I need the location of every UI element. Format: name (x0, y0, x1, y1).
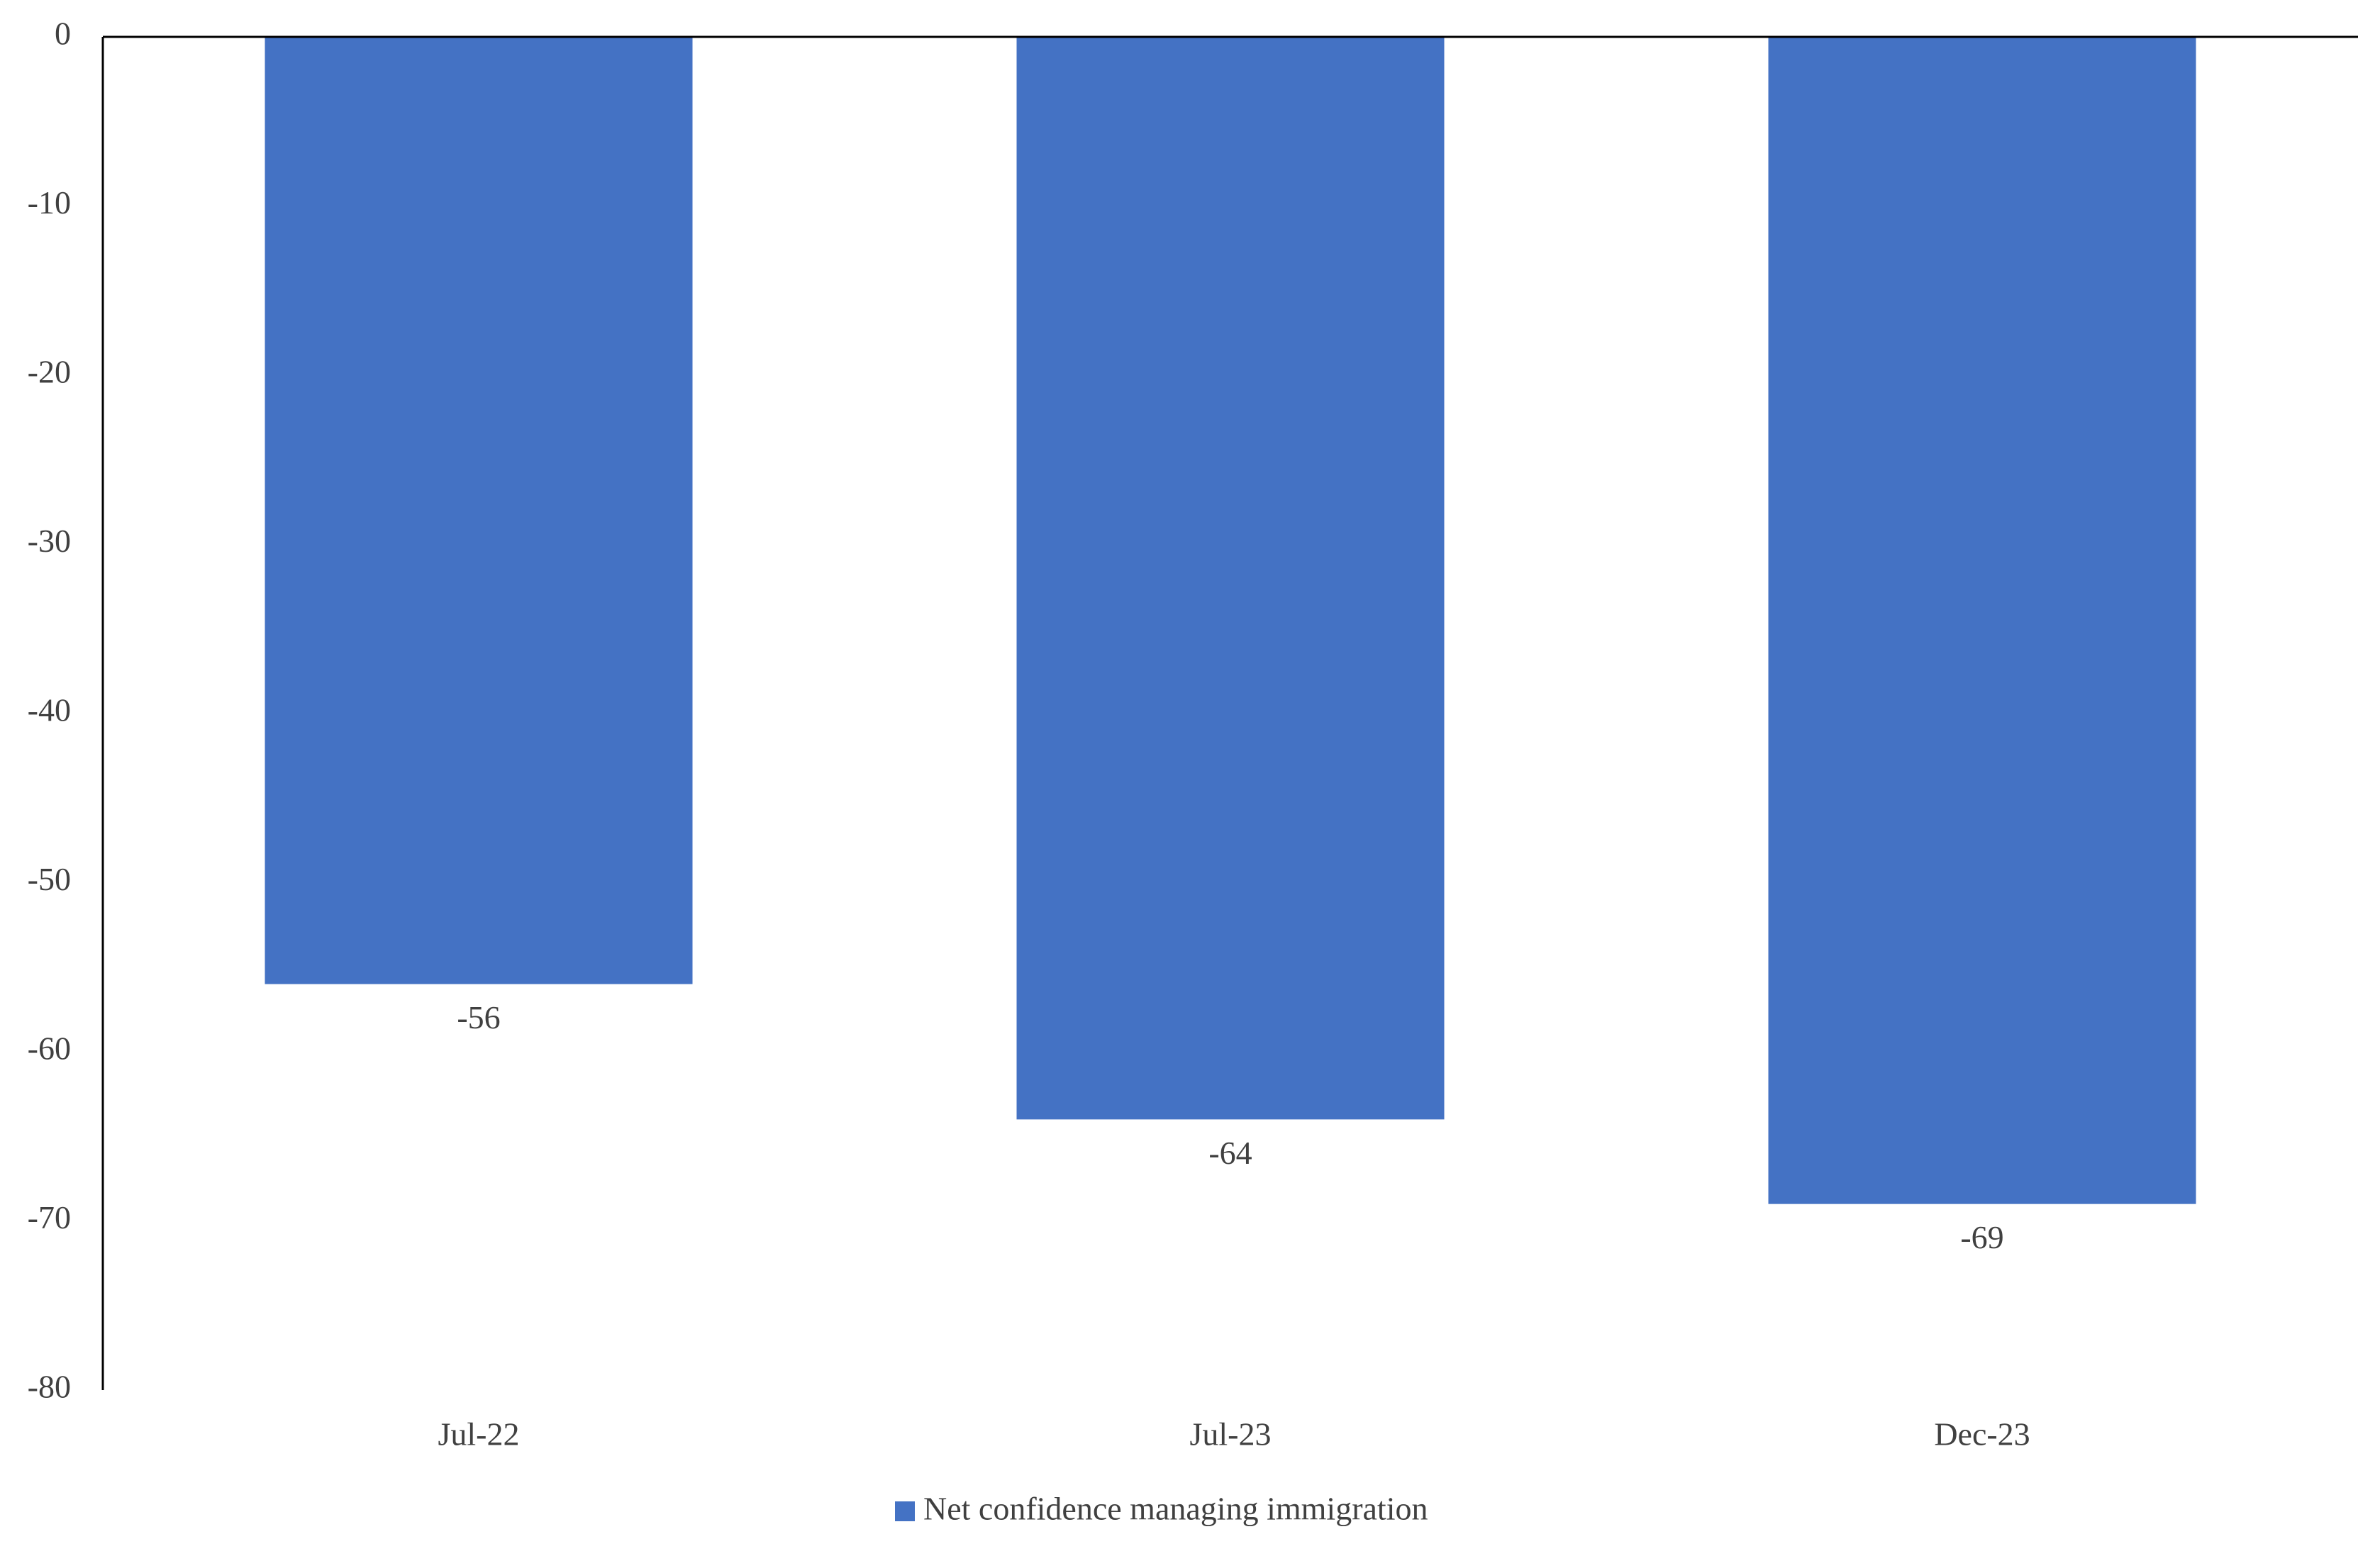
bar-dec-23 (1768, 37, 2196, 1204)
y-tick-label: 0 (55, 16, 71, 52)
y-tick-label: -10 (28, 184, 71, 221)
data-labels-group: -56 -64 -69 (457, 999, 2003, 1255)
y-tick-label: -60 (28, 1030, 71, 1067)
legend: Net confidence managing immigration (895, 1491, 1428, 1527)
bar-jul-23 (1016, 37, 1445, 1120)
y-tick-label: -40 (28, 692, 71, 728)
x-tick-label: Jul-22 (438, 1416, 520, 1452)
data-label: -69 (1960, 1219, 2003, 1255)
data-label: -64 (1208, 1135, 1252, 1171)
data-label: -56 (457, 999, 500, 1035)
bars-group (265, 37, 2196, 1204)
x-axis-labels: Jul-22 Jul-23 Dec-23 (438, 1416, 2030, 1452)
y-axis-ticks: 0 -10 -20 -30 -40 -50 -60 -70 -80 (28, 16, 71, 1405)
legend-swatch (895, 1501, 915, 1521)
y-tick-label: -80 (28, 1369, 71, 1405)
y-tick-label: -50 (28, 861, 71, 897)
y-tick-label: -20 (28, 354, 71, 390)
x-tick-label: Jul-23 (1190, 1416, 1272, 1452)
y-tick-label: -70 (28, 1199, 71, 1235)
bar-jul-22 (265, 37, 693, 984)
legend-label: Net confidence managing immigration (923, 1491, 1428, 1527)
x-tick-label: Dec-23 (1934, 1416, 2030, 1452)
y-tick-label: -30 (28, 523, 71, 559)
